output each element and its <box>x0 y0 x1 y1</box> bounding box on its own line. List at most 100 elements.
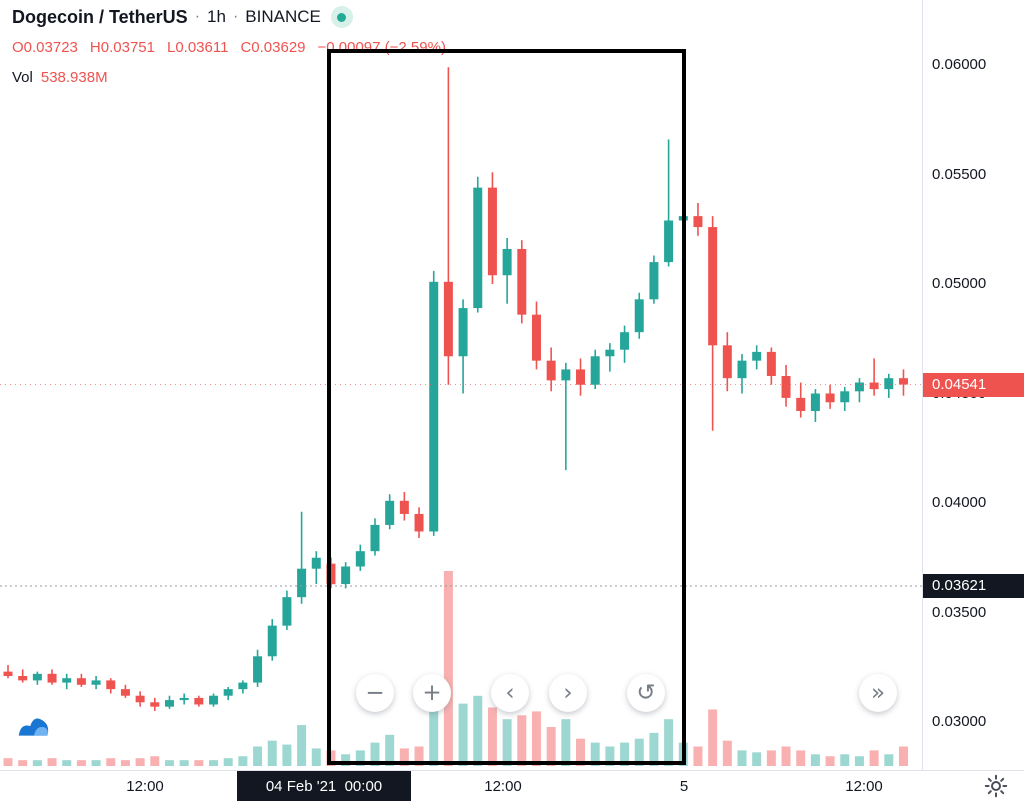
volume-bar <box>120 760 130 766</box>
price-axis[interactable]: 0.060000.055000.050000.045000.040000.035… <box>922 0 1024 770</box>
volume-bar <box>576 738 586 766</box>
volume-bar <box>32 760 42 766</box>
volume-bar <box>385 734 395 766</box>
time-tick-label: 5 <box>679 778 689 795</box>
volume-bar <box>722 740 732 766</box>
volume-bar <box>796 750 806 766</box>
candle-body <box>766 351 776 376</box>
candle-body <box>443 281 453 357</box>
volume-bar <box>840 754 850 766</box>
volume-bar <box>502 719 512 766</box>
volume-bar <box>590 742 600 766</box>
pan-left-button[interactable]: ‹ <box>491 674 529 712</box>
candle-body <box>781 375 791 398</box>
volume-bar <box>429 676 439 766</box>
volume-bar <box>62 760 72 766</box>
volume-bar <box>737 750 747 766</box>
candle-body <box>76 678 86 685</box>
candle-body <box>517 248 527 315</box>
volume-bar <box>18 760 28 766</box>
candle-body <box>605 349 615 357</box>
candle-body <box>722 345 732 379</box>
volume-bar <box>355 750 365 766</box>
volume-bar <box>517 715 527 766</box>
candle-body <box>869 382 879 390</box>
crosshair-price-badge: 0.03621 <box>923 574 1024 598</box>
goto-realtime-button[interactable]: » <box>859 674 897 712</box>
volume-bar <box>91 760 101 766</box>
time-axis[interactable]: 04 Feb '21 00:00 12:00 12:00 5 12:00 <box>0 770 1024 801</box>
close-value: C0.03629 <box>240 39 306 56</box>
volume-bar <box>106 758 116 766</box>
volume-bar <box>179 760 189 766</box>
price-tick-label: 0.03000 <box>932 713 987 730</box>
pan-right-button[interactable]: › <box>549 674 587 712</box>
volume-bar <box>810 754 820 766</box>
market-open-status-icon <box>330 6 353 28</box>
volume-bar <box>708 709 718 766</box>
volume-bar <box>825 756 835 766</box>
candle-body <box>620 332 630 350</box>
volume-bar <box>326 750 336 766</box>
reset-chart-button[interactable]: ↺ <box>627 674 665 712</box>
volume-bar <box>678 742 688 766</box>
volume-bar <box>854 756 864 766</box>
candle-body <box>282 597 292 626</box>
candle-body <box>576 369 586 385</box>
candle-body <box>179 697 189 701</box>
price-tick-label: 0.04000 <box>932 494 987 511</box>
price-tick-label: 0.03500 <box>932 603 987 621</box>
volume-bar <box>164 760 174 766</box>
candle-body <box>414 513 424 532</box>
volume-bar <box>282 744 292 766</box>
candle-body <box>194 697 204 705</box>
candlestick-chart[interactable] <box>0 0 922 770</box>
candle-body <box>120 689 130 696</box>
candle-body <box>810 393 820 412</box>
candle-body <box>664 220 674 263</box>
interval-label[interactable]: 1h <box>207 7 226 26</box>
volume-value: 538.938M <box>40 69 108 86</box>
candle-body <box>590 356 600 385</box>
candle-body <box>854 382 864 392</box>
candle-body <box>546 360 556 381</box>
volume-bar <box>3 758 13 766</box>
volume-bar <box>869 750 879 766</box>
candle-body <box>253 656 263 683</box>
settings-gear-icon[interactable] <box>983 774 1008 799</box>
candle-body <box>898 378 908 385</box>
chart-legend: Dogecoin / TetherUS · 1h · BINANCE O0.03… <box>12 6 446 86</box>
chart-pane[interactable]: − + ‹ › ↺ » <box>0 0 922 770</box>
candle-body <box>238 682 248 690</box>
symbol-title[interactable]: Dogecoin / TetherUS <box>12 6 188 27</box>
last-price-badge: 0.04541 <box>923 372 1024 397</box>
volume-bar <box>884 754 894 766</box>
candle-body <box>47 673 57 683</box>
candle-body <box>385 500 395 525</box>
candle-body <box>531 314 541 361</box>
volume-bar <box>443 571 453 766</box>
price-change: −0.00097 (−2.59%) <box>317 39 446 56</box>
zoom-out-button[interactable]: − <box>356 674 394 712</box>
volume-bar <box>47 758 57 766</box>
candle-body <box>399 500 409 514</box>
zoom-in-button[interactable]: + <box>413 674 451 712</box>
candle-body <box>796 397 806 412</box>
tradingview-logo-icon[interactable] <box>12 706 56 750</box>
candle-body <box>458 308 468 357</box>
volume-bar <box>150 756 160 766</box>
candle-body <box>693 216 703 228</box>
volume-bar <box>546 727 556 766</box>
time-tick-label: 12:00 <box>126 778 164 795</box>
volume-bar <box>194 760 204 766</box>
volume-bar <box>253 746 263 766</box>
volume-bar <box>223 758 233 766</box>
candle-body <box>32 673 42 681</box>
volume-bar <box>649 732 659 766</box>
exchange-label[interactable]: BINANCE <box>245 7 321 26</box>
separator-dot: · <box>232 8 239 25</box>
volume-bar <box>76 760 86 766</box>
candle-body <box>326 563 336 585</box>
time-tick-label: 12:00 <box>484 778 522 795</box>
candle-body <box>62 678 72 683</box>
